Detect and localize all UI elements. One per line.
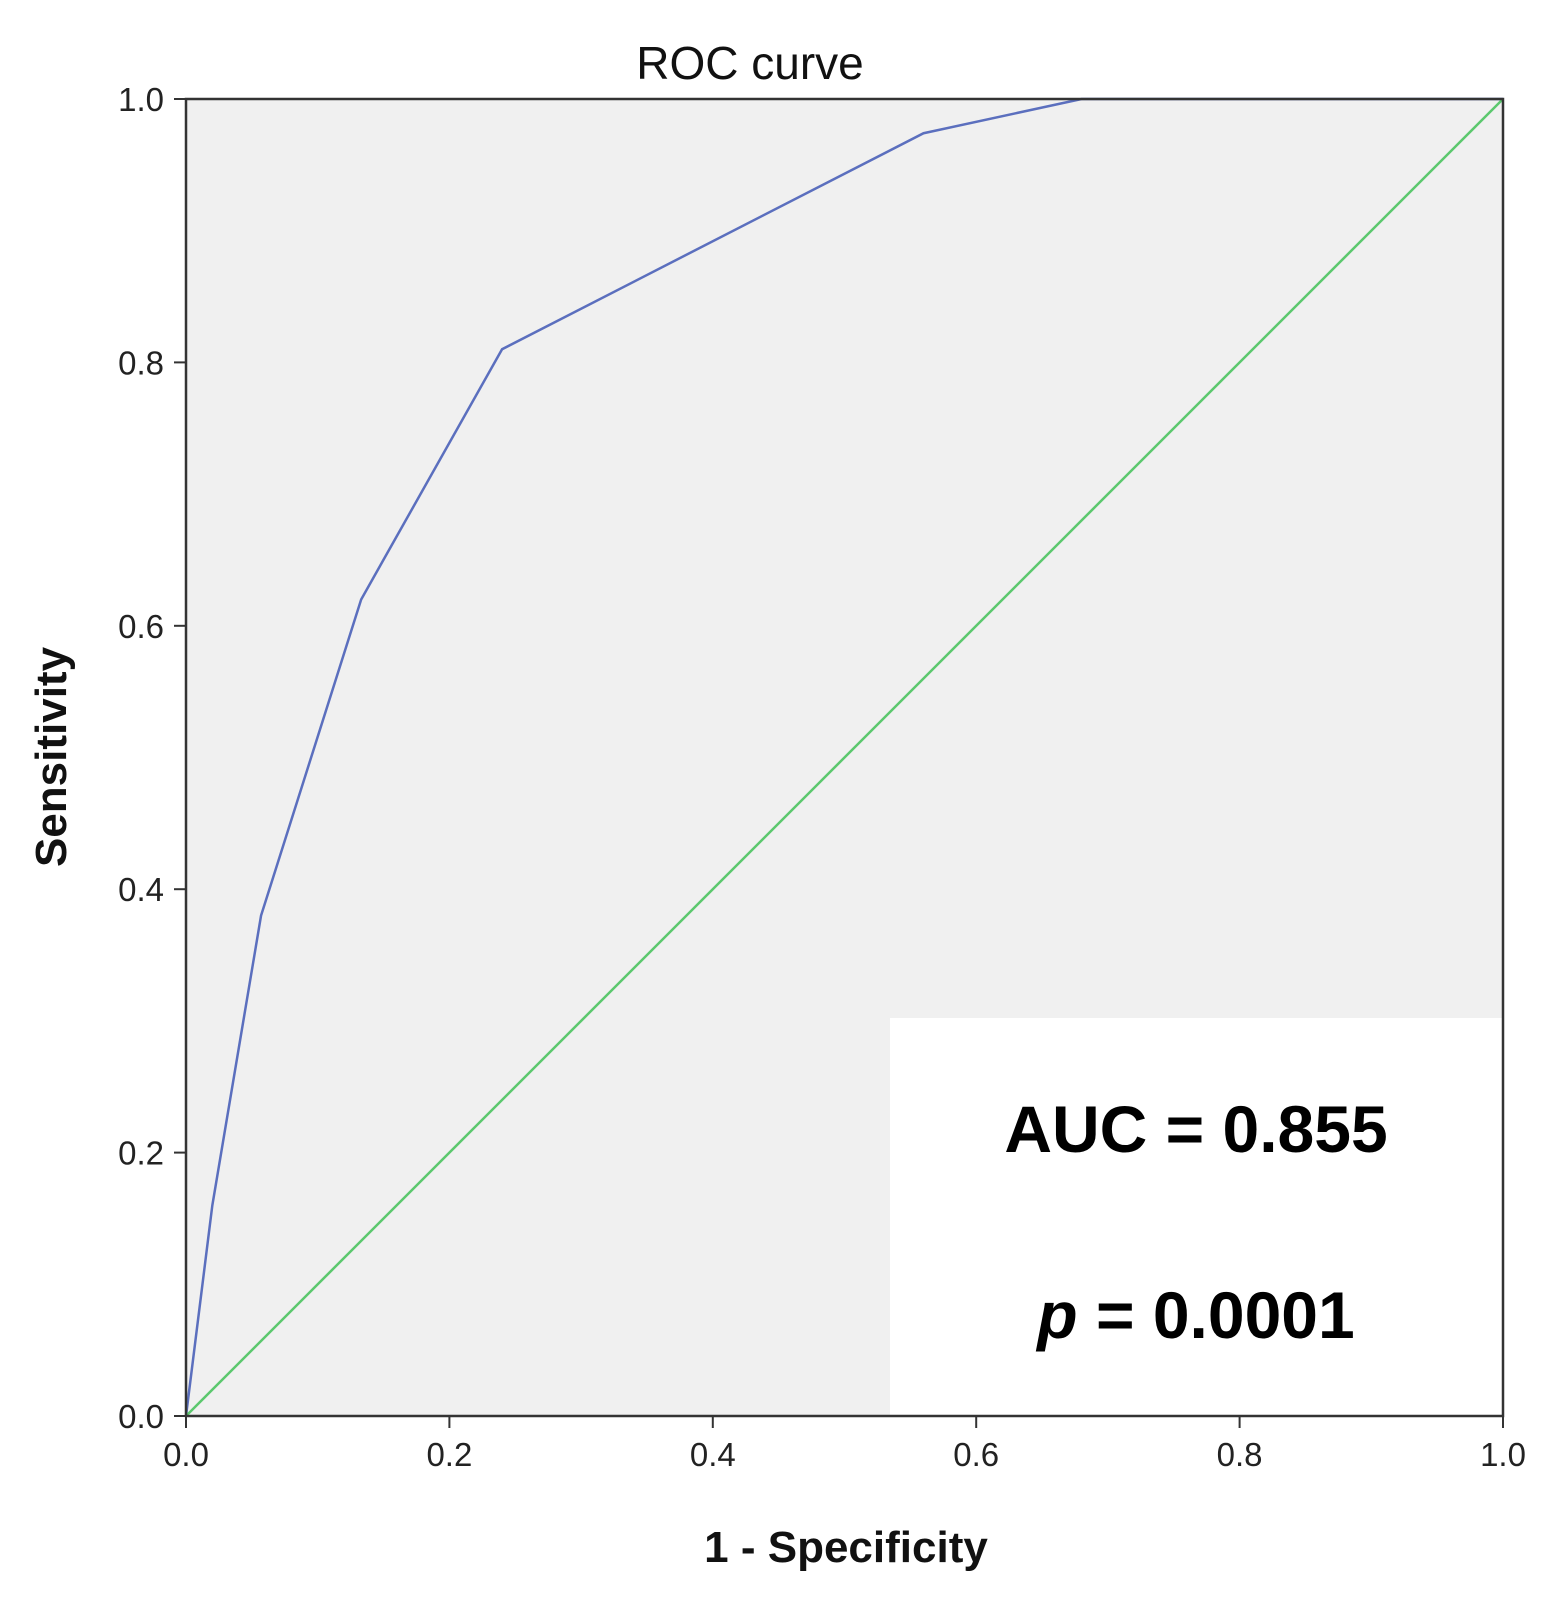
y-axis-label: Sensitivity bbox=[27, 646, 76, 867]
x-tick-label: 0.4 bbox=[690, 1436, 736, 1473]
chart-title: ROC curve bbox=[636, 37, 863, 89]
p-value-text: = 0.0001 bbox=[1078, 1278, 1355, 1352]
x-tick-label: 0.0 bbox=[163, 1436, 209, 1473]
auc-annotation: AUC = 0.855 bbox=[1004, 1092, 1387, 1166]
roc-curve-line bbox=[184, 97, 1503, 1417]
series-layer bbox=[184, 97, 1504, 1417]
y-tick-label: 0.8 bbox=[118, 344, 164, 381]
reference-diagonal-line bbox=[185, 98, 1504, 1417]
y-tick-label: 0.2 bbox=[118, 1135, 164, 1172]
y-tick-label: 1.0 bbox=[118, 81, 164, 118]
x-tick-label: 0.2 bbox=[426, 1436, 472, 1473]
x-tick-label: 0.8 bbox=[1217, 1436, 1263, 1473]
y-axis-ticks: 0.0 0.2 0.4 0.6 0.8 1.0 bbox=[118, 81, 186, 1435]
p-value-annotation: p = 0.0001 bbox=[1035, 1278, 1354, 1352]
x-tick-label: 0.6 bbox=[953, 1436, 999, 1473]
y-tick-label: 0.0 bbox=[118, 1398, 164, 1435]
y-tick-label: 0.4 bbox=[118, 871, 164, 908]
p-value-symbol: p bbox=[1035, 1278, 1077, 1352]
x-tick-label: 1.0 bbox=[1480, 1436, 1526, 1473]
x-axis-label: 1 - Specificity bbox=[704, 1523, 988, 1572]
plot-frame bbox=[184, 97, 1505, 1418]
x-axis-ticks: 0.0 0.2 0.4 0.6 0.8 1.0 bbox=[163, 1416, 1526, 1473]
y-tick-label: 0.6 bbox=[118, 608, 164, 645]
annotation-box bbox=[890, 1018, 1502, 1416]
